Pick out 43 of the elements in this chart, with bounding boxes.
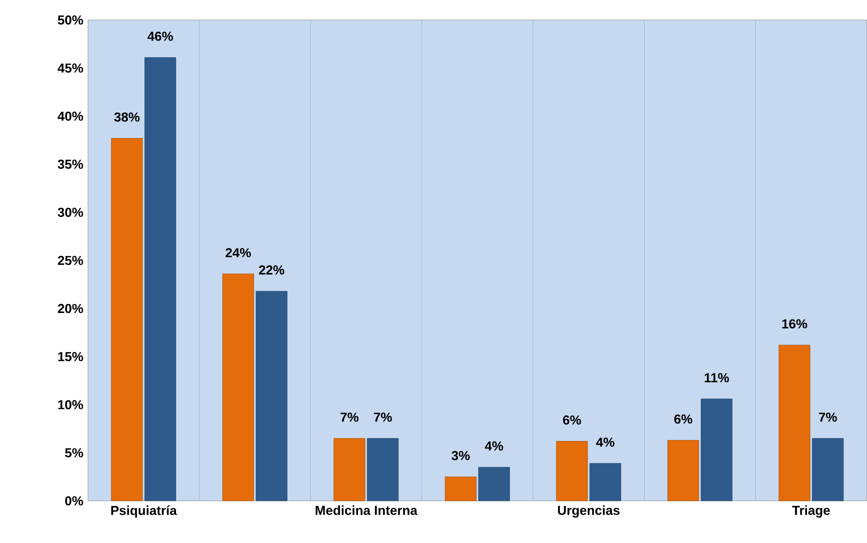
x-tick-label: Urgencias: [558, 505, 620, 518]
bar: [778, 344, 810, 502]
bar: [111, 138, 143, 502]
data-label: 22%: [259, 265, 284, 275]
data-label: 6%: [674, 414, 692, 424]
y-tick-label: 45%: [58, 64, 84, 73]
y-tick-label: 35%: [58, 160, 84, 169]
data-label: 11%: [704, 373, 729, 382]
bar: [256, 291, 288, 502]
y-tick-label: 5%: [65, 448, 84, 458]
bar: [334, 438, 366, 502]
bar: [367, 438, 399, 502]
bar: [556, 441, 588, 502]
y-tick-label: 40%: [58, 112, 84, 121]
bar: [590, 463, 622, 502]
y-tick-label: 15%: [58, 352, 84, 362]
bar: [812, 438, 844, 502]
bar: [700, 398, 732, 502]
y-tick-label: 10%: [58, 400, 84, 410]
bar: [478, 467, 510, 502]
data-label: 6%: [563, 415, 582, 425]
data-label: 7%: [819, 412, 837, 422]
data-label: 46%: [148, 32, 173, 41]
data-label: 38%: [114, 112, 140, 122]
y-tick-label: 50%: [58, 15, 84, 25]
y-tick-label: 0%: [65, 496, 84, 506]
data-label: 4%: [596, 438, 614, 447]
data-label: 24%: [226, 248, 251, 258]
bar: [222, 274, 254, 502]
data-label: 7%: [374, 412, 392, 422]
y-tick-label: 20%: [58, 304, 84, 314]
bar: [144, 57, 176, 502]
data-label: 4%: [484, 441, 504, 451]
x-tick-label: Medicina Interna: [316, 505, 418, 516]
bar: [667, 440, 699, 502]
data-label: 7%: [340, 412, 358, 422]
x-tick-label: Psiquiatría: [111, 505, 177, 518]
y-tick-label: 30%: [58, 208, 84, 218]
data-label: 3%: [452, 451, 470, 460]
bar: [444, 476, 476, 502]
data-label: 16%: [782, 319, 808, 328]
y-tick-label: 25%: [58, 256, 84, 266]
x-tick-label: Triage: [792, 505, 830, 518]
